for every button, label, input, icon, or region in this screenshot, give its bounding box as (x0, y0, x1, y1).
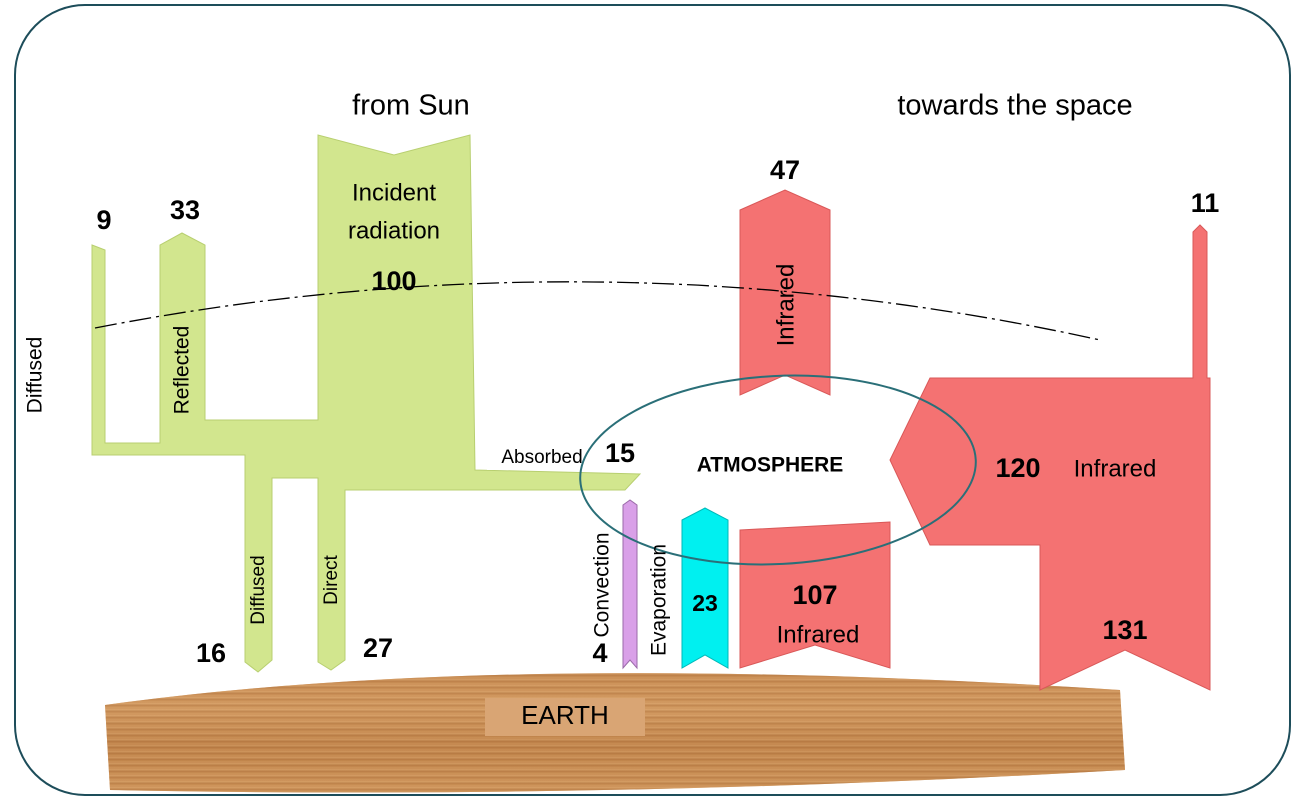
infrared-flow (889, 224, 1211, 691)
label: radiation (348, 217, 440, 244)
label: Direct (321, 554, 342, 604)
label: Infrared (777, 621, 860, 648)
evaporation-arrow (681, 507, 729, 669)
value: 15 (605, 438, 635, 468)
value: 100 (371, 266, 416, 296)
label: Absorbed (501, 447, 582, 468)
value: 16 (196, 638, 226, 668)
label: Convection (591, 532, 614, 637)
value: 11 (1191, 188, 1220, 218)
absorbed-label-box (487, 446, 597, 470)
convection-arrow (622, 499, 638, 670)
value: 47 (770, 155, 800, 185)
frame (14, 4, 1291, 796)
label: Reflected (171, 326, 194, 415)
earth-label-box (485, 698, 645, 736)
label: Diffused (24, 337, 47, 414)
label: Infrared (772, 264, 799, 347)
label: towards the space (897, 90, 1132, 122)
value: 23 (692, 590, 718, 616)
value: 107 (792, 580, 837, 610)
atmosphere-ellipse (579, 374, 977, 566)
value: 4 (592, 638, 607, 668)
solar-flow (91, 134, 642, 673)
value: 120 (995, 453, 1040, 483)
label: Diffused (248, 555, 269, 624)
label: Infrared (1074, 455, 1157, 482)
label: from Sun (352, 90, 470, 122)
label: Evaporation (648, 544, 671, 656)
label: EARTH (521, 700, 609, 730)
value: 9 (96, 205, 111, 235)
label: ATMOSPHERE (697, 454, 844, 477)
label: Incident (352, 179, 436, 206)
atmosphere-boundary (94, 281, 1101, 341)
value: 27 (363, 633, 393, 663)
value: 33 (170, 195, 200, 225)
infrared-arrow (739, 189, 831, 396)
value: 131 (1102, 615, 1147, 645)
back-radiation-arrow (739, 521, 891, 669)
